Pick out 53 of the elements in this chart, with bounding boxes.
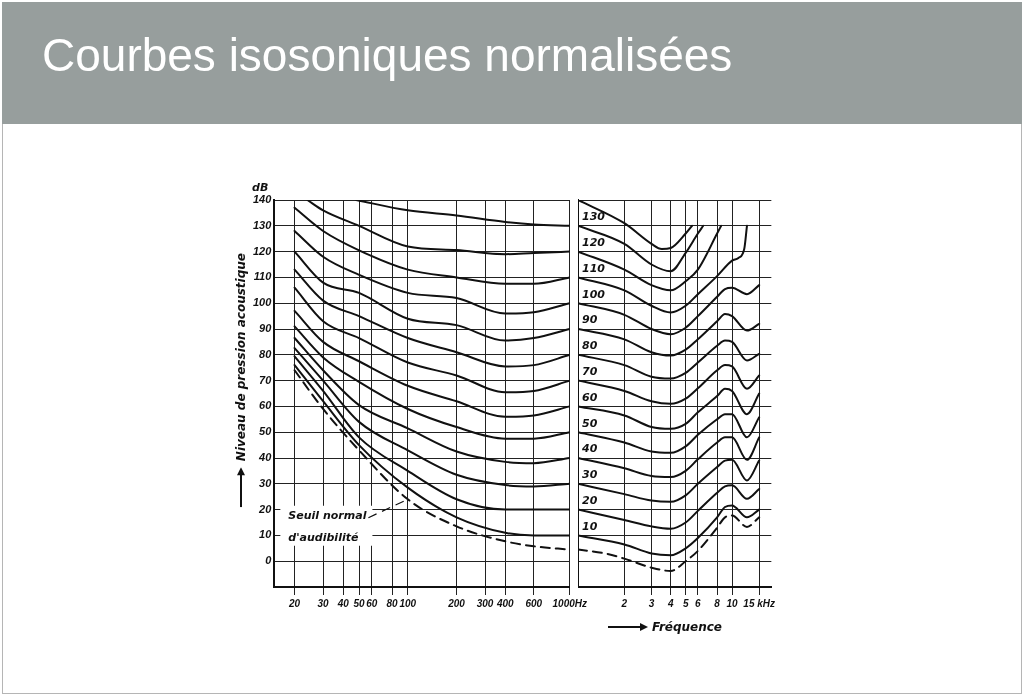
x-tick-label: 3 <box>648 597 655 609</box>
series-label: 20 <box>582 493 598 507</box>
series-label: 100 <box>582 287 606 301</box>
series-label: 90 <box>582 313 598 327</box>
y-tick-label: 130 <box>252 218 273 231</box>
series-label: 10 <box>582 519 598 533</box>
x-tick-label: 300 <box>476 597 494 609</box>
y-tick-label: 40 <box>258 451 273 464</box>
series-label: 80 <box>582 339 598 353</box>
legend-label: Seuil normal d'audibilité <box>288 508 367 544</box>
series-label: 30 <box>582 468 598 482</box>
x-tick-label: 600 <box>525 597 543 609</box>
x-tick-label: 1000Hz <box>552 597 587 609</box>
y-tick-label: 30 <box>259 476 273 489</box>
y-tick-label: 60 <box>259 399 273 412</box>
x-axis-title: Fréquence <box>652 620 723 634</box>
x-tick-label: 4 <box>666 597 674 609</box>
y-tick-label: 100 <box>252 296 273 309</box>
y-tick-label: 10 <box>259 528 273 541</box>
x-tick-label: 6 <box>695 597 702 609</box>
y-tick-label: 90 <box>259 322 273 335</box>
chart-title: Courbes isosoniques normalisées <box>42 28 733 82</box>
x-tick-label: 200 <box>447 597 466 609</box>
series-label: 50 <box>582 416 598 430</box>
x-tick-label: 80 <box>386 597 399 609</box>
x-tick-label: 10 <box>726 597 739 609</box>
series-label: 40 <box>581 442 598 456</box>
x-tick-label: 30 <box>317 597 330 609</box>
x-tick-label: 5 <box>682 597 689 609</box>
x-tick-label: 20 <box>288 597 301 609</box>
x-tick-label: 15 kHz <box>743 597 775 609</box>
y-tick-label: 140 <box>252 193 273 206</box>
x-tick-label: 100 <box>399 597 417 609</box>
x-tick-label: 50 <box>353 597 366 609</box>
y-tick-label: 80 <box>259 347 273 360</box>
series-label: 110 <box>582 261 606 275</box>
y-tick-label: 20 <box>258 502 273 515</box>
series-label: 70 <box>582 364 598 378</box>
series-label: 120 <box>582 235 606 249</box>
y-tick-label: 110 <box>253 270 273 283</box>
x-tick-label: 8 <box>714 597 721 609</box>
text: dB <box>252 181 269 195</box>
series-label: 130 <box>582 210 606 224</box>
y-tick-label: 120 <box>252 244 273 257</box>
x-tick-label: 400 <box>495 597 515 609</box>
y-tick-label: 0 <box>265 554 273 567</box>
y-tick-label: 70 <box>259 373 273 386</box>
series-label: 60 <box>582 390 598 404</box>
x-tick-label: 60 <box>366 597 378 609</box>
x-tick-label: 40 <box>336 597 350 609</box>
x-tick-label: 2 <box>620 597 628 609</box>
y-tick-label: 50 <box>259 425 273 438</box>
y-axis-title: Niveau de pression acoustique <box>234 252 248 462</box>
